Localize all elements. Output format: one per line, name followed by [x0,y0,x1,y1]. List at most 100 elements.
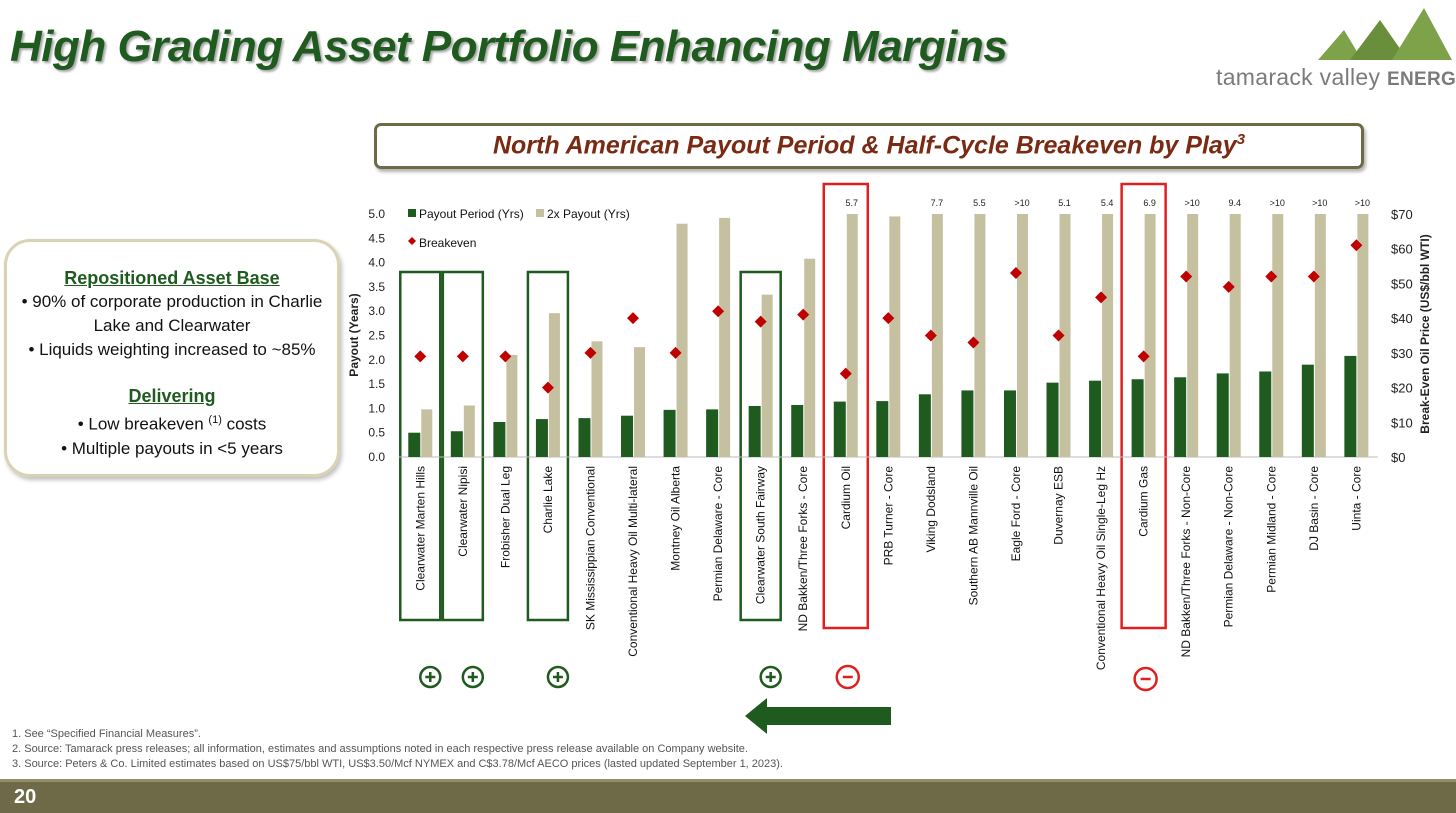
footer-bar [0,779,1456,813]
summary-heading-delivering: Delivering [128,386,216,406]
bar-2x-payout [1059,214,1071,457]
breakeven-marker [967,336,980,349]
footnotes: 1. See “Specified Financial Measures”. 2… [12,727,783,772]
overflow-label: >10 [1312,198,1327,208]
bar-2x-payout [634,347,646,457]
overflow-label: >10 [1014,198,1029,208]
bar-payout [1174,377,1187,457]
breakeven-marker [754,315,767,328]
bar-payout [1259,371,1272,457]
breakeven-marker [1307,270,1320,283]
category-label: Clearwater Nipisi [456,466,470,557]
y2-axis-tick: $20 [1391,381,1413,396]
overflow-label: 5.1 [1058,198,1071,208]
summary-bullet-breakeven-sup: (1) [208,414,222,426]
overflow-label: 7.7 [931,198,944,208]
category-label: Charlie Lake [541,466,555,534]
bar-2x-payout [463,405,475,457]
summary-bullet-production: • 90% of corporate production in Charlie [21,292,323,311]
bar-2x-payout [591,341,603,457]
category-label: Uinta - Core [1349,466,1363,531]
breakeven-marker [882,312,895,325]
overflow-label: >10 [1270,198,1285,208]
bar-payout [1216,373,1229,457]
bar-2x-payout [1357,214,1369,457]
bar-payout [663,409,676,457]
company-logo [1318,8,1452,60]
bar-2x-payout [676,223,688,457]
breakeven-marker [1222,280,1235,293]
bar-2x-payout [1187,214,1199,457]
y-axis-tick: 3.0 [368,304,385,318]
summary-bullet-payouts: • Multiple payouts in <5 years [61,438,283,458]
bar-2x-payout [506,354,518,457]
bar-payout [1131,379,1144,457]
plus-icon-circle [759,665,782,689]
page-number: 20 [14,786,37,808]
footnote-1: 1. See “Specified Financial Measures”. [12,728,201,740]
breakeven-marker [1180,270,1193,283]
y-axis-label: Payout (Years) [347,293,361,376]
legend-swatch-payout [408,209,416,217]
bar-payout [1003,390,1016,457]
bar-payout [1046,382,1059,457]
bar-payout [535,419,548,457]
category-label: Permian Midland - Core [1264,466,1278,593]
highlight-box-positive [526,270,570,622]
bar-2x-payout [421,409,433,457]
highlight-box-positive [739,270,782,622]
plus-icon [546,665,570,689]
y2-axis-label: Break-Even Oil Price (US$/bbl WTI) [1418,234,1432,433]
breakeven-marker [1052,329,1065,342]
y-axis-tick: 4.5 [368,231,385,245]
y2-axis-tick: $50 [1391,276,1413,291]
legend-label-payout: Payout Period (Yrs) [419,207,524,221]
bar-payout [833,401,846,457]
bar-2x-payout [974,214,986,457]
category-label: SK Mississippian Conventional [583,466,597,630]
y-axis-tick: 3.5 [368,280,385,294]
bar-2x-payout [846,214,858,457]
category-label: Frobisher Dual Leg [498,466,512,568]
category-label: PRB Turner - Core [881,466,895,566]
category-label: ND Bakken/Three Forks - Non-Core [1179,466,1193,658]
bar-payout [578,418,591,457]
bar-payout [1344,355,1357,457]
legend-swatch-2x [536,209,544,217]
bar-2x-payout [1016,214,1028,457]
footnote-3: 3. Source: Peters & Co. Limited estimate… [12,758,783,770]
category-label: Viking Dodsland [924,466,938,553]
legend-label-breakeven: Breakeven [419,236,476,250]
y-axis-tick: 0.5 [368,426,385,440]
category-label: Conventional Heavy Oil Single-Leg Hz [1094,466,1108,670]
legend-swatch-breakeven [408,237,416,245]
y2-axis-tick: $0 [1391,450,1405,465]
chart-title-box: North American Payout Period & Half-Cycl… [374,123,1364,169]
logo-wordmark: tamarack valley ENERGY [1216,64,1456,91]
category-label: Permian Delaware - Non-Core [1222,466,1236,628]
bar-2x-payout [761,294,773,457]
bar-2x-payout [931,214,943,457]
category-label: Cardium Oil [839,466,853,529]
minus-icon [835,664,861,690]
category-label: Permian Delaware - Core [711,466,725,602]
breakeven-marker [584,346,597,359]
breakeven-marker [797,308,810,321]
breakeven-marker [1265,270,1278,283]
y2-axis-tick: $70 [1391,207,1413,222]
highlight-box-positive [399,270,442,622]
y2-axis-tick: $40 [1391,311,1413,326]
payout-chart: 0.0 0.5 1.0 1.5 2.0 2.5 3.0 3.5 4.0 4.5 5.0 Payout … [347,182,1432,692]
bar-2x-payout [804,258,816,457]
breakeven-marker [499,350,512,363]
breakeven-marker [541,381,554,394]
bar-2x-payout [1144,214,1156,457]
y-axis-tick: 0.0 [368,450,385,464]
summary-heading-repositioned: Repositioned Asset Base [64,268,280,288]
category-label: Cardium Gas [1137,466,1151,537]
bar-payout [961,390,974,457]
breakeven-marker [1009,267,1022,280]
breakeven-marker [839,367,852,380]
page-title: High Grading Asset Portfolio Enhancing M… [10,22,1008,71]
plus-icon-circle [546,665,570,689]
